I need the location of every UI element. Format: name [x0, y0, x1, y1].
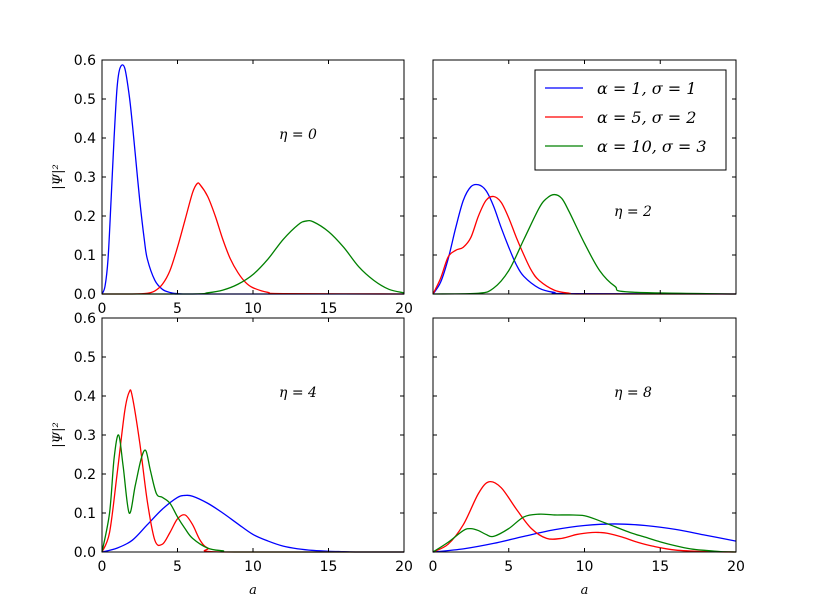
panel-bottom-left: 0.0 0.1 0.2 0.3 0.4 0.5 0.6 0 5 10 15 20 |Ψ|² a η = 4	[51, 311, 413, 598]
panel-top-right: η = 2 α = 1, σ = 1 α = 5, σ = 2 α = 10, σ =…	[432, 59, 737, 295]
series-line-2	[432, 480, 737, 553]
x-tick-label: 10	[244, 559, 262, 575]
x-tick-label: 15	[320, 559, 338, 575]
legend-entry: α = 10, σ = 3	[597, 137, 707, 156]
y-tick-label: 0.6	[74, 53, 96, 69]
series-line-3	[101, 219, 405, 295]
series-line-3	[432, 513, 737, 553]
x-tick-label: 0	[98, 559, 107, 575]
series-line-2	[101, 182, 405, 295]
y-tick-label: 0.4	[74, 389, 96, 405]
series-line-1	[432, 183, 737, 295]
series-line-3	[432, 193, 737, 295]
x-tick-label: 0	[98, 301, 107, 317]
x-tick-label: 20	[727, 559, 745, 575]
series-line-3	[101, 434, 404, 553]
panel-annotation: η = 2	[614, 204, 652, 220]
series-line-1	[101, 64, 404, 295]
x-tick-label: 5	[504, 559, 513, 575]
legend-entry: α = 1, σ = 1	[597, 79, 696, 98]
y-tick-label: 0.3	[74, 170, 96, 186]
x-tick-label: 10	[244, 301, 262, 317]
x-tick-label: 5	[173, 301, 182, 317]
x-axis-label: a	[249, 583, 257, 598]
x-tick-label: 20	[395, 301, 413, 317]
y-tick-label: 0.3	[74, 428, 96, 444]
y-tick-label: 0.1	[74, 248, 96, 264]
y-tick-label: 0.5	[74, 350, 96, 366]
legend-entry: α = 5, σ = 2	[597, 108, 696, 127]
series-line-1	[432, 523, 737, 553]
y-axis-label: |Ψ|²	[51, 164, 66, 189]
y-tick-label: 0.2	[74, 209, 96, 225]
panel-bottom-right: 0 5 10 15 20 a η = 8	[429, 317, 745, 598]
panel-annotation: η = 4	[279, 385, 317, 401]
legend-box	[534, 69, 727, 171]
x-tick-label: 0	[429, 559, 438, 575]
axes-frame	[101, 317, 405, 553]
panel-top-left: 0.0 0.1 0.2 0.3 0.4 0.5 0.6 0 5 10 15 20 |Ψ|² η = 0	[51, 53, 413, 317]
panel-annotation: η = 0	[279, 127, 317, 143]
x-tick-label: 10	[576, 559, 594, 575]
y-tick-label: 0.0	[74, 287, 96, 303]
x-tick-label: 15	[651, 559, 669, 575]
y-tick-label: 0.4	[74, 131, 96, 147]
x-axis-label: a	[581, 583, 589, 598]
x-tick-label: 20	[395, 559, 413, 575]
y-tick-label: 0.6	[74, 311, 96, 327]
x-tick-label: 15	[320, 301, 338, 317]
y-axis-label: |Ψ|²	[51, 422, 66, 447]
y-tick-label: 0.0	[74, 545, 96, 561]
legend: α = 1, σ = 1 α = 5, σ = 2 α = 10, σ = 3	[534, 69, 727, 171]
y-tick-label: 0.1	[74, 506, 96, 522]
series-line-2	[101, 389, 404, 553]
series-line-1	[101, 494, 404, 553]
y-tick-label: 0.2	[74, 467, 96, 483]
y-tick-label: 0.5	[74, 92, 96, 108]
axes-frame	[432, 317, 737, 553]
panel-annotation: η = 8	[614, 385, 652, 401]
series-line-2	[432, 195, 736, 295]
x-tick-label: 5	[173, 559, 182, 575]
